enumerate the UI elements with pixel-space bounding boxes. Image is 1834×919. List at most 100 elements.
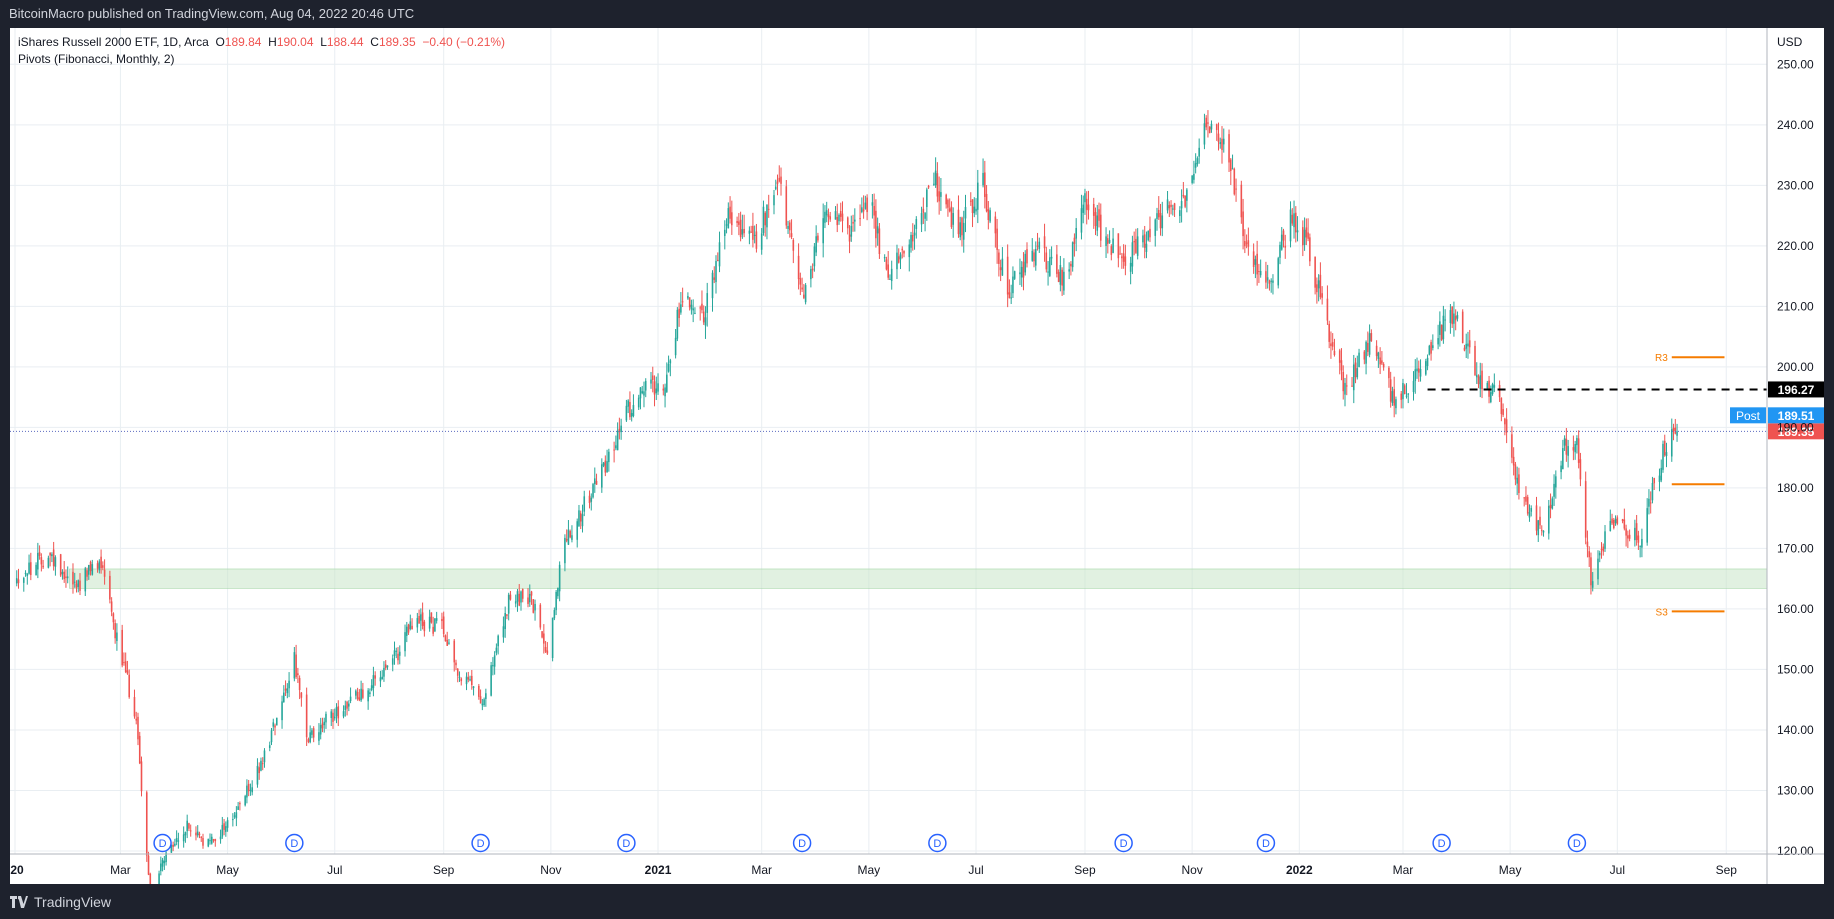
candle-body <box>1345 385 1348 387</box>
candle-body <box>469 679 471 681</box>
candle-body <box>40 557 43 565</box>
candle-body <box>883 257 886 259</box>
support-zone <box>69 568 1768 589</box>
candle-body <box>1096 215 1099 231</box>
candle-body <box>337 706 340 719</box>
candle-body <box>592 484 594 498</box>
y-tick-label: 170.00 <box>1777 541 1814 555</box>
dividend-marker[interactable] <box>153 833 172 853</box>
candle-body <box>1147 230 1150 241</box>
candle-body <box>1305 227 1308 238</box>
candle-body <box>938 191 940 202</box>
candle-body <box>1289 209 1292 242</box>
candle-body <box>1280 234 1283 250</box>
candle-body <box>367 690 369 702</box>
candle-body <box>1451 306 1453 325</box>
candle-body <box>1577 438 1580 463</box>
candle-body <box>1184 195 1186 207</box>
candle-body <box>1240 184 1243 218</box>
candle-body <box>518 593 521 606</box>
candle-body <box>170 844 173 853</box>
dividend-marker[interactable] <box>1114 833 1133 853</box>
candle-body <box>1665 452 1668 456</box>
dividend-marker[interactable] <box>1256 833 1276 853</box>
candle-body <box>418 615 420 624</box>
candle-body <box>407 624 410 633</box>
candle-body <box>135 718 138 721</box>
candle-body <box>1279 244 1281 258</box>
candle-body <box>369 692 371 695</box>
candle-body <box>1099 214 1102 241</box>
candle-body <box>871 202 874 206</box>
candle-body <box>643 391 645 396</box>
dividend-marker[interactable] <box>617 833 636 853</box>
x-tick-label: Jul <box>968 863 983 877</box>
candle-body <box>1210 123 1213 130</box>
candle-body <box>1539 516 1541 526</box>
candle-body <box>1063 271 1065 291</box>
candle-body <box>1639 545 1641 547</box>
candle-body <box>989 210 991 222</box>
candle-body <box>1338 350 1341 363</box>
dividend-marker[interactable] <box>471 833 490 853</box>
candle-body <box>1208 126 1211 133</box>
candle-body <box>295 654 297 677</box>
candle-body <box>1567 446 1569 456</box>
candle-body <box>1670 429 1673 457</box>
dividend-marker[interactable] <box>928 833 947 853</box>
candle-body <box>789 222 791 231</box>
candle-body <box>1590 557 1592 586</box>
candle-body <box>110 601 113 612</box>
candle-body <box>1296 230 1299 233</box>
candle-body <box>28 562 30 574</box>
candle-body <box>158 873 160 890</box>
candle-body <box>26 574 29 576</box>
candle-body <box>1475 374 1478 378</box>
candle-body <box>948 208 951 212</box>
tradingview-logo-icon <box>10 895 28 908</box>
dividend-marker[interactable] <box>285 833 304 853</box>
candle-body <box>669 360 672 364</box>
candle-body <box>657 383 659 392</box>
candle-body <box>1198 147 1200 157</box>
candle-body <box>947 199 949 208</box>
candle-body <box>260 760 262 771</box>
candle-body <box>344 705 347 710</box>
x-tick-label: Jul <box>1610 863 1625 877</box>
candle-body <box>1047 271 1049 273</box>
candle-body <box>1161 215 1164 229</box>
candle-body <box>1565 438 1568 455</box>
candle-body <box>743 228 745 234</box>
candle-body <box>160 863 162 872</box>
candle-body <box>490 665 492 696</box>
candle-body <box>195 832 197 836</box>
candle-body <box>1419 368 1422 377</box>
price-chart[interactable]: 196.27 R3 S3 189.35 189.51 Post D D D D D D D D D D 12… <box>10 28 1824 906</box>
candle-body <box>539 604 542 628</box>
candle-body <box>604 460 607 473</box>
dividend-marker-label: D <box>290 838 298 850</box>
candle-body <box>859 218 861 220</box>
candle-body <box>864 202 867 209</box>
grid <box>10 28 1767 854</box>
candle-body <box>1400 393 1403 400</box>
candle-body <box>251 787 253 793</box>
candle-body <box>100 556 102 569</box>
candle-body <box>1437 338 1439 345</box>
candle-body <box>86 570 88 577</box>
candle-body <box>964 206 967 219</box>
candle-body <box>360 688 362 701</box>
candle-body <box>999 267 1002 271</box>
candle-body <box>994 216 997 234</box>
candle-body <box>716 259 719 261</box>
dividend-marker[interactable] <box>1432 833 1451 853</box>
chart-frame[interactable]: 196.27 R3 S3 189.35 189.51 Post D D D D D D D D D D 12… <box>10 28 1824 906</box>
candle-body <box>1328 323 1330 342</box>
dividend-marker[interactable] <box>792 833 812 853</box>
candle-body <box>1588 551 1591 558</box>
support-zone-layer <box>69 568 1768 589</box>
candle-body <box>237 806 239 810</box>
tradingview-logo[interactable]: TradingView <box>10 894 111 910</box>
dividend-marker[interactable] <box>1567 833 1587 853</box>
candle-body <box>214 839 217 842</box>
